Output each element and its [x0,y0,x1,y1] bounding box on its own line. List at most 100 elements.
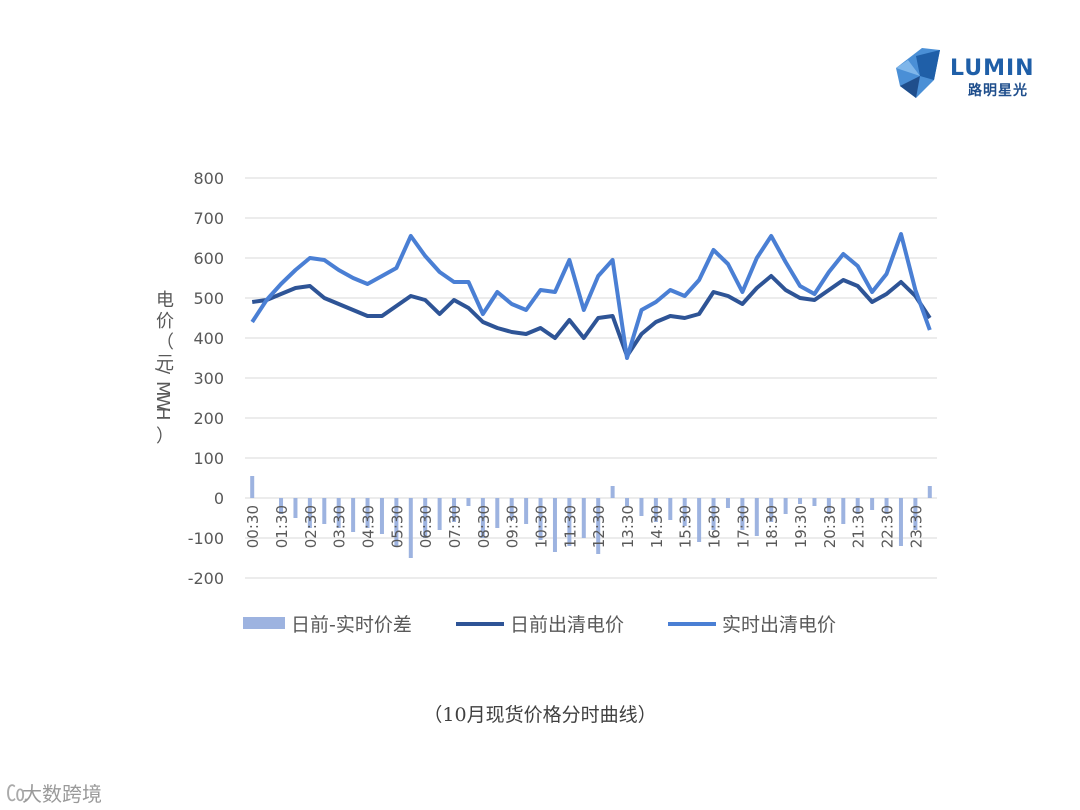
legend-label: 实时出清电价 [722,614,836,636]
x-tick-label: 07:30 [446,505,464,548]
brand-name: LUMIN [950,56,1035,81]
y-axis-label-char: （ [156,332,174,353]
y-axis-label-char: H [152,407,173,421]
x-tick-label: 08:30 [475,505,493,548]
spread-bar [293,498,298,518]
y-tick-labels: -200 -100 0 100 200 300 400 500 600 700 800 [188,169,224,588]
x-tick-label: 16:30 [706,505,724,548]
spread-bar [653,498,658,522]
spread-bar [351,498,356,532]
x-tick-label: 20:30 [821,505,839,548]
spread-bar [625,498,630,506]
y-tick-label: 600 [193,249,224,268]
y-axis-label: 电价（元/ MWH ） [152,290,174,447]
y-tick-label: 100 [193,449,224,468]
x-tick-label: 04:30 [360,505,378,548]
x-tick-label: 00:30 [244,505,262,548]
spread-bar [567,498,572,546]
legend-label: 日前-实时价差 [291,614,412,636]
spread-bar [841,498,846,524]
spread-bar [826,498,831,514]
figure-caption: （10月现货价格分时曲线） [423,704,657,726]
spread-bar [437,498,442,530]
spread-bar [336,498,341,528]
x-tick-label: 05:30 [388,505,406,548]
spread-bar [495,498,500,528]
legend: 日前-实时价差 日前出清电价 实时出清电价 [243,614,836,636]
gridlines [245,177,937,579]
spread-bar [408,498,413,558]
spread-bar [322,498,327,524]
spread-bar [725,498,730,508]
x-tick-label: 14:30 [648,505,666,548]
y-axis-label-char: W [152,394,173,412]
y-tick-label: 500 [193,289,224,308]
spread-bar [668,498,673,520]
price-lines [250,232,932,360]
spread-bar [927,486,932,498]
x-tick-label: 19:30 [792,505,810,548]
spread-bar [754,498,759,536]
x-tick-label: 23:30 [907,505,925,548]
x-tick-label: 01:30 [273,505,291,548]
spread-bar [452,498,457,522]
y-axis-label-char: ） [156,426,174,447]
spread-bar [466,498,471,506]
x-tick-label: 02:30 [302,505,320,548]
spread-bar [581,498,586,538]
spread-bar [682,498,687,526]
spread-bar [711,498,716,530]
spread-bar [538,498,543,540]
spread-bar [783,498,788,514]
brand-sub-name: 路明星光 [968,83,1028,99]
watermark-text: 大数跨境 [22,782,102,806]
y-tick-label: 800 [193,169,224,188]
y-tick-label: 200 [193,409,224,428]
spread-bar [812,498,817,506]
y-tick-label: 0 [214,489,224,508]
x-tick-label: 09:30 [504,505,522,548]
lumin-logo-icon [896,48,940,98]
spread-bar [279,498,284,514]
x-tick-label: 18:30 [763,505,781,548]
y-axis-label-char: / [152,368,173,375]
y-axis-label-char: M [152,381,173,397]
spread-bar [898,498,903,546]
spread-bar [524,498,529,524]
realtime-price-line [250,232,932,360]
spread-bar [855,498,860,514]
spread-bar [870,498,875,510]
spread-bar [365,498,370,528]
spread-bar [639,498,644,516]
spread-bar [250,476,255,498]
spread-bar [697,498,702,542]
spread-bar [596,498,601,554]
spread-bar [798,498,803,504]
spread-bar [913,498,918,530]
y-tick-label: 300 [193,369,224,388]
x-tick-label: 21:30 [850,505,868,548]
spread-bar [480,498,485,538]
legend-swatch [243,617,285,629]
x-tick-label: 11:30 [561,505,579,548]
x-tick-label: 12:30 [590,505,608,548]
y-tick-label: -200 [188,569,224,588]
spread-bar [423,498,428,538]
y-tick-label: 400 [193,329,224,348]
y-tick-label: -100 [188,529,224,548]
spread-bars [250,476,932,558]
y-axis-label-char: 元 [156,353,174,374]
x-tick-label: 06:30 [417,505,435,548]
x-tick-label: 03:30 [331,505,349,548]
x-tick-label: 17:30 [734,505,752,548]
spread-bar [379,498,384,534]
spread-bar [740,498,745,530]
watermark-logo-icon: ㏇ [6,782,29,807]
y-axis-label-char: 电 [156,290,174,311]
spread-bar [884,498,889,514]
x-tick-labels: 00:30 01:30 02:30 03:30 04:30 05:30 06:30 07:30… [244,505,925,548]
spread-bar [307,498,312,528]
x-tick-label: 15:30 [677,505,695,548]
legend-label: 日前出清电价 [510,614,624,636]
